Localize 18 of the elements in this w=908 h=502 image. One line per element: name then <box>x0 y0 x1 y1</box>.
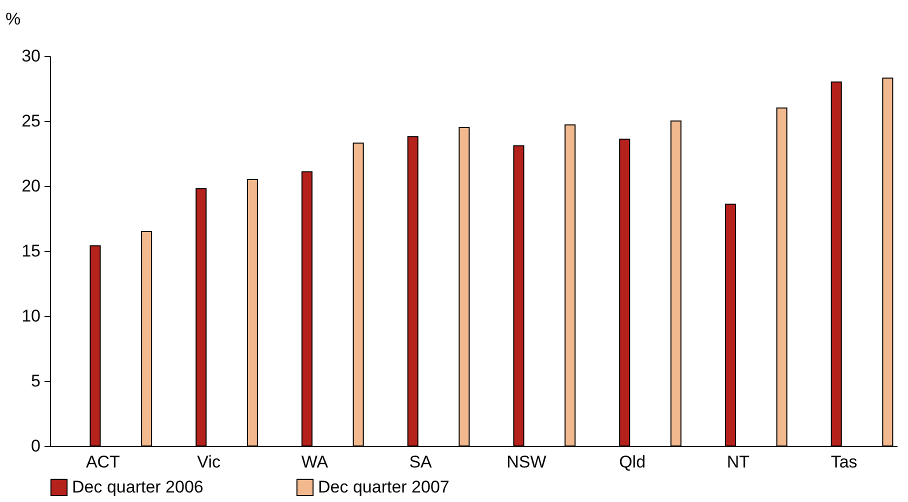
y-tick-label: 25 <box>22 112 40 130</box>
y-axis-title: % <box>6 10 21 28</box>
legend-label: Dec quarter 2006 <box>72 477 204 496</box>
y-tick-label: 30 <box>22 46 40 66</box>
x-tick-label: WA <box>301 452 329 472</box>
x-tick-label: Vic <box>197 452 221 472</box>
x-tick-label: ACT <box>86 452 120 472</box>
y-tick-label: 0 <box>31 436 40 456</box>
x-tick-label: SA <box>409 452 433 472</box>
x-tick-label: NSW <box>506 452 546 472</box>
x-tick-label: Tas <box>830 452 858 472</box>
x-tick-label: NT <box>726 452 750 472</box>
y-tick-label: 5 <box>31 372 40 390</box>
y-tick-label: 15 <box>22 242 40 260</box>
y-tick-label: 10 <box>22 306 40 326</box>
x-tick-label: Qld <box>619 452 646 472</box>
y-tick-label: 20 <box>22 176 40 196</box>
legend-label: Dec quarter 2007 <box>318 477 450 496</box>
